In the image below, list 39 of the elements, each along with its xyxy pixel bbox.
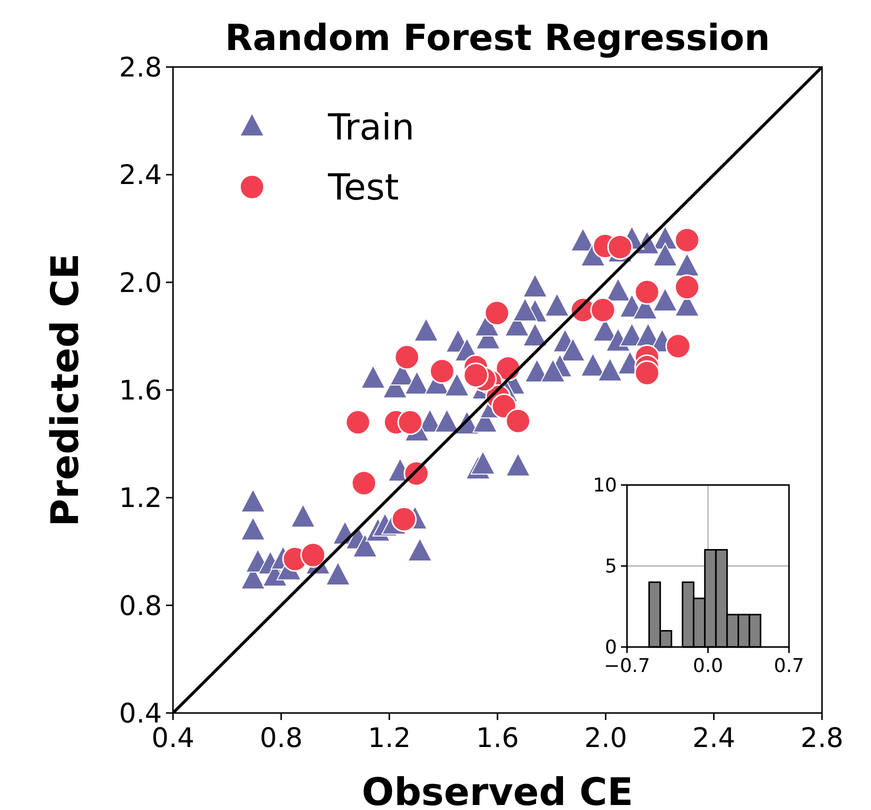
y-tick-label: 2.0	[119, 268, 162, 299]
x-tick-label: 0.7	[774, 655, 804, 677]
x-axis-title: Observed CE	[362, 770, 634, 810]
y-tick-label: 1.2	[119, 483, 162, 514]
x-tick-label: 0.4	[152, 723, 194, 754]
y-axis-title: Predicted CE	[43, 253, 87, 527]
point	[394, 344, 420, 370]
point	[634, 360, 660, 386]
point	[674, 227, 700, 253]
x-tick-label: 1.2	[368, 723, 411, 754]
point	[607, 234, 633, 260]
legend-label: Train	[327, 108, 414, 149]
y-tick-label: 0.8	[119, 590, 162, 622]
point	[429, 358, 455, 384]
point	[665, 333, 691, 359]
y-tick-label: 10	[592, 474, 617, 497]
x-tick-label: 0.0	[692, 655, 724, 677]
point	[300, 542, 326, 568]
point	[505, 408, 531, 434]
y-tick-label: 1.6	[119, 375, 162, 406]
x-tick-label: 2.8	[800, 723, 844, 754]
point	[634, 279, 660, 305]
point	[351, 470, 377, 496]
point	[463, 362, 489, 388]
chart-title: Random Forest Regression	[224, 18, 770, 59]
x-tick-label: 2.4	[692, 723, 736, 754]
y-tick-label: 5	[604, 556, 617, 578]
y-tick-label: 2.4	[119, 160, 162, 192]
x-tick-label: 0.8	[260, 723, 303, 754]
x-tick-label: 1.6	[476, 723, 519, 754]
y-tick-label: 2.8	[119, 52, 162, 84]
point	[391, 506, 417, 532]
point	[484, 300, 510, 326]
point	[590, 297, 616, 323]
point	[491, 393, 517, 419]
point	[674, 274, 700, 300]
legend-label: Test	[327, 168, 399, 209]
point	[397, 410, 423, 436]
point	[345, 410, 371, 436]
